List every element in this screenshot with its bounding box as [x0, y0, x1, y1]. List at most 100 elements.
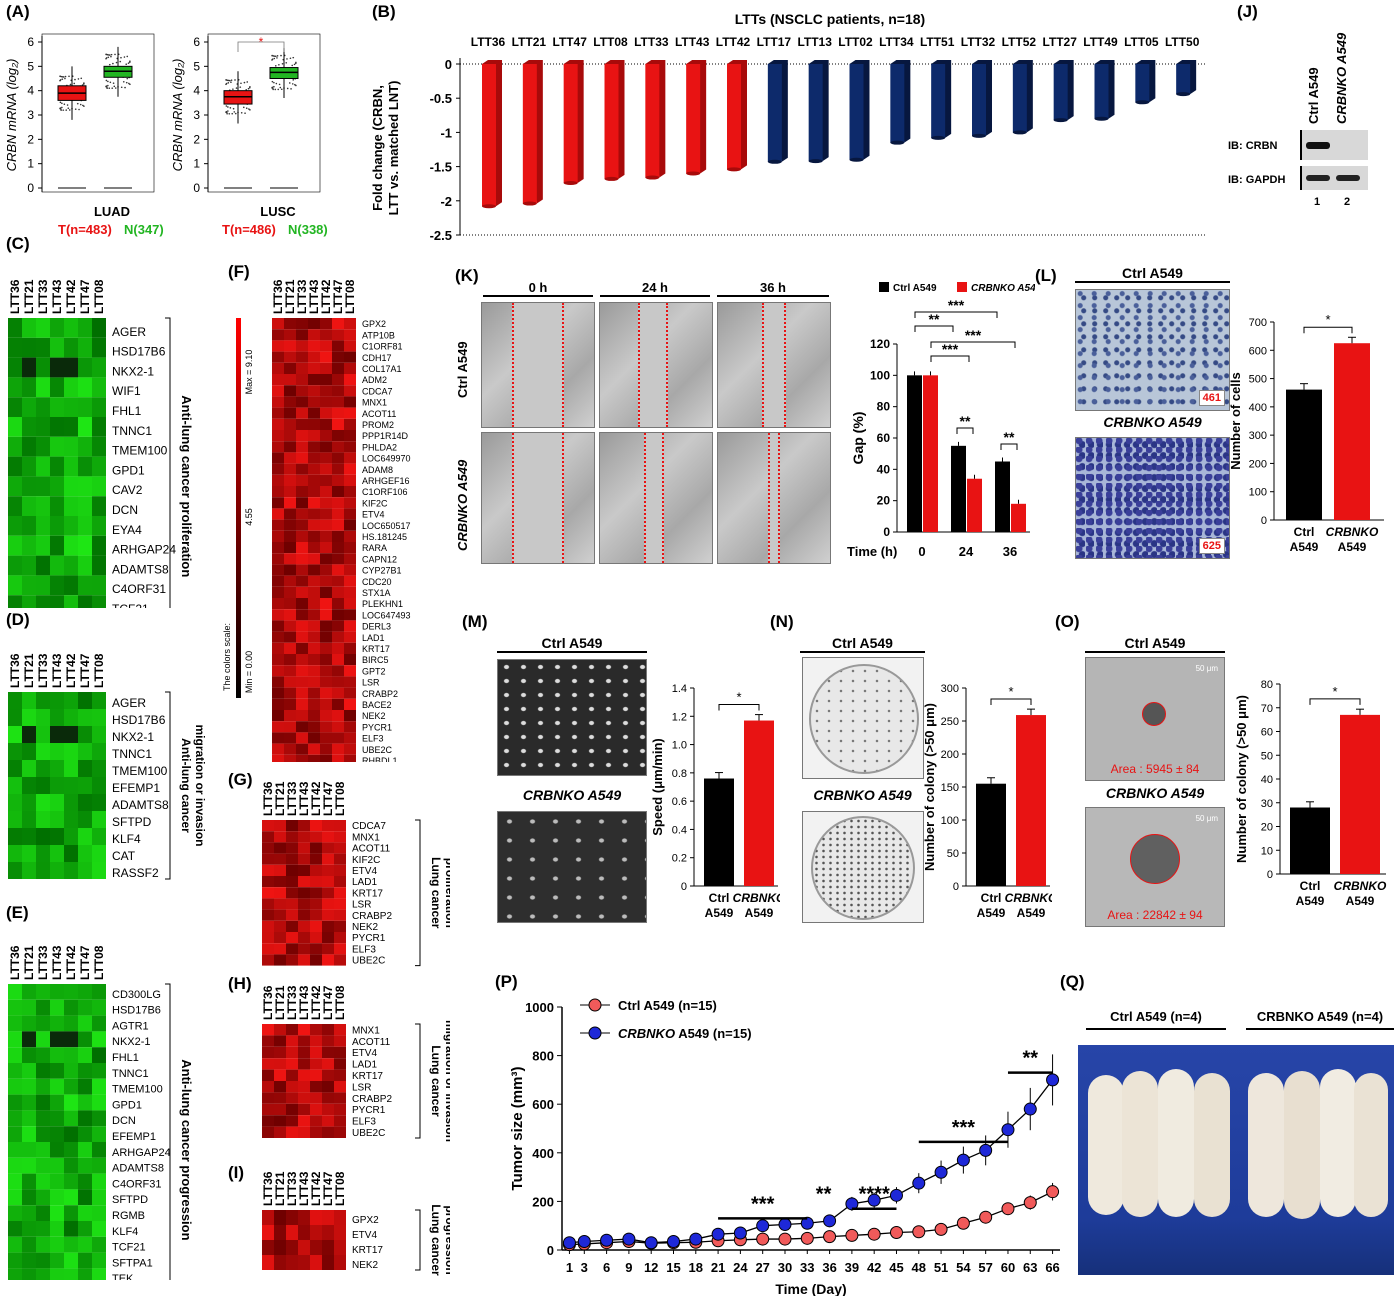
- jitter-point: [119, 60, 122, 63]
- invasion-ko-label: CRBNKO A549: [1103, 414, 1202, 430]
- sig-star: *: [736, 690, 741, 705]
- bar-bottom: [563, 181, 578, 186]
- heat-cell: [298, 887, 310, 899]
- panel-l-invasion-images: Ctrl A549 461 CRBNKO A549 625: [1075, 265, 1235, 560]
- jitter-point: [228, 79, 231, 82]
- wound-ctrl-0h: [481, 302, 595, 428]
- luad-boxplot: 0 1 2 3 4 5 6 CRBN mRNA (log₂): [4, 33, 155, 195]
- heat-cell: [296, 463, 308, 475]
- spheroid-ko-label: CRBNKO A549: [1105, 785, 1205, 801]
- jitter-point: [244, 112, 246, 114]
- heat-cell: [298, 1046, 310, 1059]
- jitter-point: [106, 53, 109, 56]
- heat-cell: [332, 385, 344, 397]
- heat-cell: [22, 337, 36, 358]
- panel-b-bar-chart: LTTs (NSCLC patients, n=18) 0 -0.5 -1 -1.5 -2…: [370, 11, 1205, 243]
- x-tick-label: LTT13: [797, 35, 832, 49]
- legend-label: CRBNKO A549 (n=15): [618, 1026, 752, 1041]
- heat-cell: [296, 654, 308, 666]
- jitter-point: [273, 57, 276, 60]
- group-label-1: Anti-lung cancer: [179, 738, 193, 833]
- heat-cell: [22, 1078, 36, 1095]
- sig-bracket: [1309, 698, 1361, 705]
- jitter-point: [275, 82, 278, 85]
- heat-cell: [22, 794, 36, 811]
- heat-cell: [262, 1092, 274, 1104]
- y-tick-label: 3: [193, 108, 200, 122]
- x-tick-label-1: Ctrl: [1294, 525, 1315, 539]
- heat-cell: [332, 553, 344, 565]
- invasion-ctrl-label: Ctrl A549: [1075, 265, 1230, 283]
- heat-cell: [274, 1035, 286, 1047]
- x-tick-label: LTT33: [634, 35, 669, 49]
- heat-cell: [262, 1081, 274, 1093]
- heat-cell: [308, 385, 320, 397]
- gene-label: PLEKHN1: [362, 599, 403, 609]
- heat-cell: [310, 853, 322, 865]
- column-label: LTT08: [343, 279, 357, 314]
- x-tick-label: LTT47: [552, 35, 587, 49]
- column-label: LTT08: [333, 985, 347, 1020]
- column-label: LTT47: [321, 1171, 335, 1206]
- gene-label: TCF21: [112, 602, 149, 608]
- heat-cell: [334, 1103, 346, 1116]
- heat-cell: [50, 1236, 64, 1253]
- heat-cell: [50, 1142, 64, 1158]
- x-tick-label-1: CRBNKO: [1334, 879, 1387, 893]
- panel-m-bar-chart: 0 0.2 0.4 0.6 0.8 1.0 1.2 1.4 Speed (μm/min) Ctrl…: [650, 683, 780, 920]
- heat-cell: [22, 692, 36, 709]
- heat-cell: [50, 811, 64, 828]
- heat-cell: [36, 1015, 50, 1032]
- jitter-point: [227, 82, 230, 84]
- heat-cell: [272, 396, 284, 408]
- heat-cell: [286, 1103, 298, 1116]
- motility-ko-label: CRBNKO A549: [522, 787, 622, 803]
- heat-cell: [262, 842, 274, 854]
- heat-cell: [322, 876, 334, 888]
- heat-cell: [272, 553, 284, 565]
- heat-cell: [286, 943, 298, 955]
- heat-cell: [8, 743, 22, 760]
- heat-cell: [320, 743, 332, 755]
- heat-cell: [344, 418, 356, 430]
- heat-cell: [78, 777, 92, 794]
- heat-cell: [298, 1081, 310, 1093]
- x-tick-label: 54: [956, 1260, 971, 1275]
- gene-label: HSD17B6: [112, 345, 166, 359]
- heat-cell: [332, 721, 344, 733]
- heat-cell: [36, 692, 50, 709]
- jitter-point: [243, 81, 246, 84]
- heat-cell: [274, 1069, 286, 1081]
- heat-cell: [92, 1031, 106, 1048]
- gene-label: CDCA7: [352, 821, 386, 832]
- y-tick-label: 0: [681, 881, 687, 893]
- heat-cell: [36, 1031, 50, 1048]
- heat-cell: [320, 754, 332, 762]
- scale-bar-2: 50 μm: [1195, 814, 1218, 823]
- heat-cell: [308, 642, 320, 654]
- sig-stars: **: [1022, 1048, 1038, 1070]
- heat-cell: [344, 687, 356, 699]
- colony-ctrl-image: [802, 657, 924, 779]
- crbn-band: [1306, 142, 1330, 149]
- heat-cell: [284, 642, 296, 654]
- heat-cell: [344, 530, 356, 542]
- heat-cell: [284, 418, 296, 430]
- heat-cell: [322, 954, 334, 966]
- heat-cell: [92, 845, 106, 862]
- y-tick-label: -2: [440, 194, 452, 209]
- heat-cell: [322, 943, 334, 955]
- panel-c-heatmap: LTT36 LTT21 LTT33 LTT43 LTT42 LTT47 LTT08 AGER H…: [8, 279, 194, 608]
- heat-cell: [298, 1092, 310, 1104]
- panel-label-o: (O): [1055, 612, 1080, 631]
- x-tick-label: 36: [822, 1260, 836, 1275]
- heat-cell: [274, 954, 286, 966]
- y-tick-label: 50: [1261, 750, 1273, 762]
- heat-cell: [322, 1081, 334, 1093]
- heat-cell: [298, 1115, 310, 1127]
- gene-label: BACE2: [362, 700, 392, 710]
- heat-cell: [50, 1189, 64, 1206]
- y-tick-label: 80: [1261, 679, 1273, 691]
- heat-cell: [8, 777, 22, 794]
